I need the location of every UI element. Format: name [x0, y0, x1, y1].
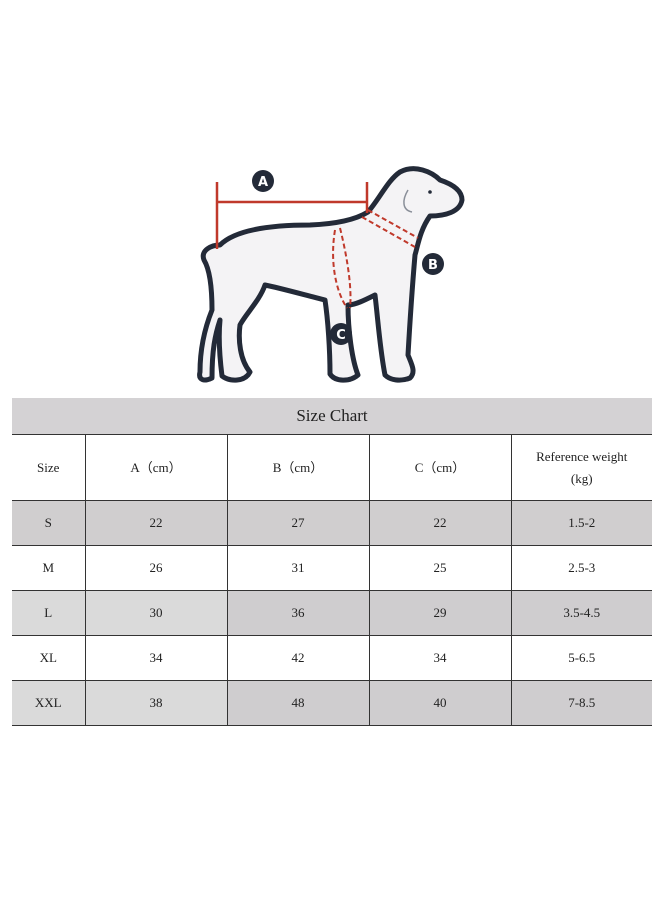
cell-weight: 1.5-2: [510, 500, 652, 546]
table-row: XL 34 42 34 5-6.5: [12, 635, 652, 681]
table-row: XXL 38 48 40 7-8.5: [12, 680, 652, 726]
cell-size: L: [12, 590, 85, 636]
cell-size: S: [12, 500, 85, 546]
dog-silhouette: [197, 166, 465, 383]
label-c: C: [336, 328, 346, 343]
cell-a: 34: [84, 635, 227, 681]
cell-b: 31: [226, 545, 369, 591]
cell-a: 38: [84, 680, 227, 726]
cell-b: 42: [226, 635, 369, 681]
label-b: B: [428, 258, 438, 273]
dog-ear: [403, 189, 413, 213]
cell-c: 22: [368, 500, 511, 546]
cell-a: 22: [84, 500, 227, 546]
header-size: Size: [12, 434, 85, 501]
measure-a: [215, 182, 369, 249]
cell-size: XL: [12, 635, 85, 681]
size-chart-table: Size Chart Size A（cm） B（cm） C（cm） Refere…: [12, 398, 652, 726]
cell-c: 40: [368, 680, 511, 726]
measure-c: [332, 227, 352, 309]
header-a: A（cm）: [84, 434, 227, 501]
table-row: M 26 31 25 2.5-3: [12, 545, 652, 591]
header-weight-line2: (kg): [570, 470, 593, 486]
measure-b: [361, 209, 419, 248]
cell-weight: 2.5-3: [510, 545, 652, 591]
cell-a: 30: [84, 590, 227, 636]
cell-weight: 3.5-4.5: [510, 590, 652, 636]
cell-weight: 7-8.5: [510, 680, 652, 726]
cell-b: 36: [226, 590, 369, 636]
header-row: Size A（cm） B（cm） C（cm） Reference weight (…: [12, 434, 652, 501]
cell-c: 25: [368, 545, 511, 591]
cell-weight: 5-6.5: [510, 635, 652, 681]
label-c-badge: [330, 323, 352, 345]
cell-size: XXL: [12, 680, 85, 726]
cell-b: 27: [226, 500, 369, 546]
header-c: C（cm）: [368, 434, 511, 501]
table-title: Size Chart: [12, 398, 652, 435]
cell-c: 29: [368, 590, 511, 636]
cell-c: 34: [368, 635, 511, 681]
dog-eye: [428, 190, 432, 194]
table-row: S 22 27 22 1.5-2: [12, 500, 652, 546]
label-a-badge: [252, 170, 274, 192]
cell-a: 26: [84, 545, 227, 591]
label-b-badge: [422, 253, 444, 275]
cell-size: M: [12, 545, 85, 591]
header-weight: Reference weight (kg): [510, 434, 652, 501]
cell-b: 48: [226, 680, 369, 726]
header-weight-line1: Reference weight: [536, 448, 628, 464]
table-row: L 30 36 29 3.5-4.5: [12, 590, 652, 636]
dog-measurement-diagram: A B C: [197, 166, 465, 383]
header-b: B（cm）: [226, 434, 369, 501]
label-a: A: [258, 175, 268, 190]
